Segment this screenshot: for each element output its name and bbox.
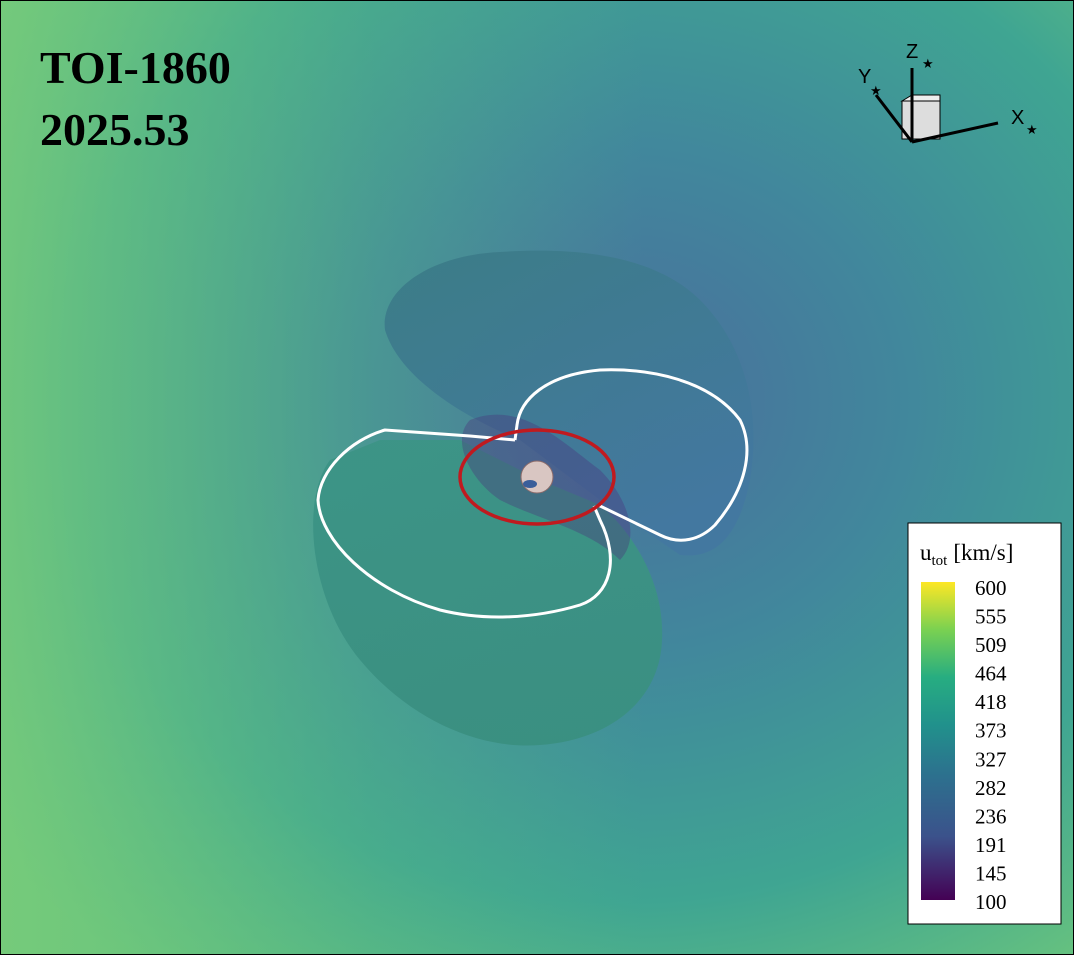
- colorbar-tick-label: 327: [975, 747, 1007, 771]
- colorbar-tick-label: 191: [975, 833, 1007, 857]
- star-spot: [523, 480, 537, 488]
- colorbar-tick-label: 555: [975, 605, 1007, 629]
- z-star: ★: [922, 56, 934, 71]
- colorbar-tick-label: 282: [975, 776, 1007, 800]
- colorbar-tick-label: 418: [975, 690, 1007, 714]
- colorbar-tick-label: 373: [975, 719, 1007, 743]
- x-star: ★: [1026, 122, 1038, 137]
- time: 2025.53: [40, 104, 190, 155]
- colorbar-symbol: u: [920, 540, 932, 565]
- title: TOI-1860: [40, 42, 231, 93]
- colorbar-title: utot [km/s]: [920, 540, 1013, 569]
- z-label: Z: [906, 41, 918, 63]
- axis-triad: Z Y X ★ ★ ★: [858, 41, 1038, 144]
- upper-lobe: [384, 250, 754, 556]
- y-star: ★: [870, 83, 882, 98]
- colorbar-tick-label: 145: [975, 861, 1007, 885]
- triad-cube: [901, 100, 941, 140]
- colorbar: [921, 582, 955, 900]
- colorbar-unit: [km/s]: [953, 540, 1013, 565]
- colorbar-tick-label: 509: [975, 633, 1007, 657]
- upper-contour: [513, 368, 749, 542]
- y-axis-line: [874, 94, 914, 143]
- x-axis-line: [911, 121, 999, 144]
- colorbar-tick-label: 464: [975, 662, 1007, 686]
- y-label: Y: [858, 66, 871, 88]
- x-label: X: [1011, 107, 1024, 129]
- colorbar-subscript: tot: [932, 553, 949, 569]
- red-contour: [458, 428, 616, 526]
- star: [520, 460, 554, 494]
- lower-contour: [316, 428, 612, 619]
- colorbar-legend: utot [km/s] 600 555 509 464 418 373 327 282 236 19…: [907, 522, 1062, 925]
- colorbar-tick-label: 600: [975, 576, 1007, 600]
- colorbar-tick-label: 100: [975, 890, 1007, 914]
- colorbar-tick-label: 236: [975, 804, 1007, 828]
